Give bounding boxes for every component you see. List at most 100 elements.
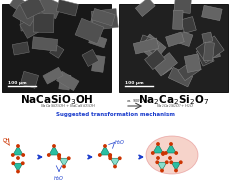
Polygon shape	[59, 74, 71, 90]
Text: Suggested transformation mechanism: Suggested transformation mechanism	[55, 112, 174, 117]
Polygon shape	[168, 67, 192, 87]
Polygon shape	[91, 55, 105, 72]
Polygon shape	[165, 32, 183, 47]
Text: $Na_2Ca_2Si_2O_7+H_2O$: $Na_2Ca_2Si_2O_7+H_2O$	[155, 102, 194, 110]
Circle shape	[169, 143, 172, 145]
Polygon shape	[183, 54, 200, 73]
Polygon shape	[173, 0, 191, 13]
Circle shape	[164, 152, 166, 154]
Polygon shape	[202, 42, 213, 61]
Text: $ca.\,900°C$: $ca.\,900°C$	[125, 97, 144, 104]
Circle shape	[160, 169, 163, 172]
Polygon shape	[141, 37, 159, 54]
Polygon shape	[110, 158, 119, 167]
FancyBboxPatch shape	[118, 4, 227, 92]
Polygon shape	[32, 37, 57, 51]
Polygon shape	[152, 53, 177, 76]
Circle shape	[67, 157, 70, 160]
Polygon shape	[208, 45, 219, 58]
Polygon shape	[75, 18, 104, 44]
Polygon shape	[201, 5, 221, 21]
FancyBboxPatch shape	[2, 4, 111, 92]
Polygon shape	[201, 32, 212, 43]
Circle shape	[174, 169, 176, 172]
Circle shape	[22, 154, 24, 156]
Polygon shape	[172, 10, 182, 29]
Text: NaCaSiO$_3$OH: NaCaSiO$_3$OH	[20, 93, 93, 107]
Circle shape	[108, 155, 111, 157]
Circle shape	[168, 157, 170, 159]
Polygon shape	[33, 13, 54, 33]
Circle shape	[118, 157, 120, 160]
Polygon shape	[195, 36, 223, 63]
Polygon shape	[49, 44, 64, 58]
Circle shape	[151, 152, 153, 154]
Polygon shape	[180, 17, 195, 33]
Polygon shape	[82, 49, 98, 67]
Polygon shape	[20, 71, 38, 88]
Circle shape	[113, 165, 116, 168]
Circle shape	[165, 161, 167, 163]
Circle shape	[58, 157, 60, 160]
Polygon shape	[165, 144, 175, 153]
Text: $H_2O$: $H_2O$	[114, 138, 125, 147]
Polygon shape	[88, 34, 106, 48]
Circle shape	[57, 155, 60, 157]
Circle shape	[11, 154, 14, 156]
Text: 100 μm: 100 μm	[124, 81, 143, 85]
Polygon shape	[56, 71, 79, 91]
Circle shape	[47, 154, 50, 156]
Polygon shape	[36, 0, 62, 19]
Polygon shape	[49, 146, 59, 155]
Text: OH: OH	[3, 139, 11, 143]
Circle shape	[17, 157, 19, 159]
Polygon shape	[13, 5, 36, 26]
Circle shape	[109, 157, 111, 160]
Polygon shape	[56, 0, 78, 16]
Polygon shape	[152, 144, 163, 153]
Polygon shape	[139, 35, 156, 48]
Text: $NaCaSiO_3OH+NaCaSiO_3OH$: $NaCaSiO_3OH+NaCaSiO_3OH$	[40, 102, 96, 110]
Polygon shape	[59, 158, 68, 167]
Polygon shape	[90, 11, 107, 26]
Text: $H_2O$: $H_2O$	[53, 174, 65, 183]
Circle shape	[179, 161, 181, 163]
Circle shape	[12, 162, 14, 164]
Polygon shape	[138, 34, 165, 61]
Circle shape	[58, 154, 60, 156]
Polygon shape	[20, 14, 47, 38]
Circle shape	[53, 145, 55, 147]
Polygon shape	[178, 32, 192, 46]
Polygon shape	[177, 60, 200, 81]
Circle shape	[109, 154, 111, 156]
Circle shape	[63, 165, 65, 168]
Polygon shape	[133, 38, 158, 54]
Circle shape	[161, 153, 164, 155]
Circle shape	[156, 143, 158, 145]
Polygon shape	[144, 49, 165, 70]
Polygon shape	[91, 9, 118, 30]
Polygon shape	[10, 0, 34, 17]
Polygon shape	[12, 42, 29, 55]
Text: 100 μm: 100 μm	[8, 81, 27, 85]
Circle shape	[169, 161, 172, 163]
Ellipse shape	[145, 136, 197, 174]
Circle shape	[174, 152, 177, 154]
Polygon shape	[135, 0, 155, 16]
Circle shape	[17, 170, 19, 173]
Polygon shape	[156, 59, 172, 74]
Circle shape	[155, 161, 158, 163]
Circle shape	[98, 154, 101, 156]
Circle shape	[156, 157, 158, 159]
Polygon shape	[157, 162, 166, 170]
Text: Na$_2$Ca$_2$Si$_2$O$_7$: Na$_2$Ca$_2$Si$_2$O$_7$	[138, 93, 209, 107]
Polygon shape	[20, 0, 45, 19]
Polygon shape	[13, 146, 23, 155]
Circle shape	[103, 145, 106, 147]
Circle shape	[161, 152, 164, 154]
Circle shape	[17, 145, 19, 147]
Polygon shape	[171, 162, 180, 170]
Polygon shape	[13, 163, 23, 171]
Polygon shape	[196, 46, 213, 66]
Circle shape	[22, 162, 24, 164]
